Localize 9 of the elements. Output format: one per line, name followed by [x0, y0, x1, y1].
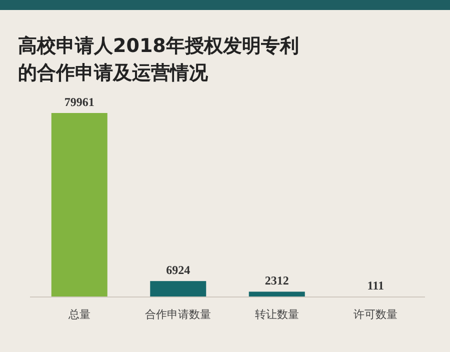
chart-title: 高校申请人2018年授权发明专利的合作申请及运营情况 — [18, 35, 299, 84]
data-label: 2312 — [264, 274, 289, 288]
data-label: 6924 — [166, 263, 190, 278]
x-tick-label: 合作申请数量 — [145, 308, 212, 321]
data-label: 111 — [367, 278, 384, 293]
x-tick-label: 总量 — [67, 308, 90, 321]
x-tick-label: 转让数量 — [254, 308, 299, 321]
x-tick-label: 许可数量 — [354, 308, 398, 321]
data-label: 79961 — [64, 95, 94, 109]
